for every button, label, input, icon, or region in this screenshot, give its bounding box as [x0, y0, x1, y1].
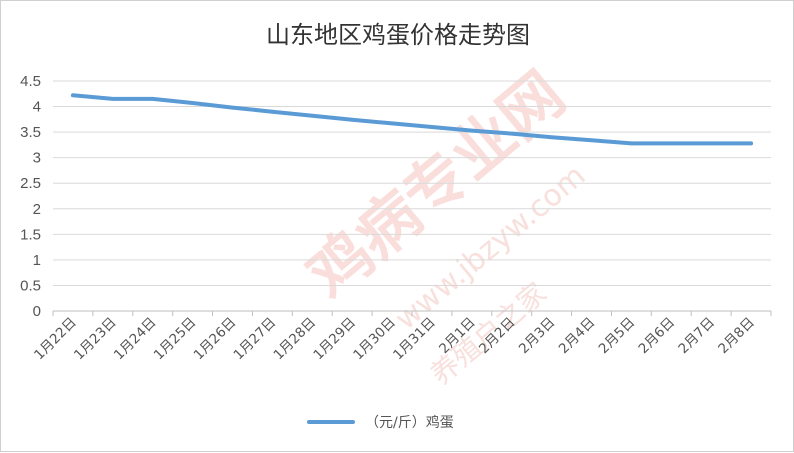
y-tick-label: 0: [33, 303, 41, 320]
y-tick-label: 4.5: [20, 73, 41, 90]
x-tick-label: 1月29日: [310, 315, 359, 364]
legend: （元/斤）鸡蛋: [307, 414, 454, 431]
y-tick-label: 1: [33, 252, 41, 269]
x-tick-label: 2月6日: [636, 315, 679, 358]
x-tick-label: 1月24日: [111, 315, 160, 364]
series-layer: [70, 93, 754, 146]
x-tick-label: 1月25日: [151, 315, 200, 364]
chart-title: 山东地区鸡蛋价格走势图: [266, 21, 530, 49]
x-tick-label: 1月28日: [270, 315, 319, 364]
x-tick-label: 2月7日: [675, 315, 718, 358]
y-tick-label: 3.5: [20, 124, 41, 141]
legend-label: （元/斤）鸡蛋: [365, 414, 454, 431]
x-tick-label: 2月4日: [556, 315, 599, 358]
x-tick-label: 1月30日: [350, 315, 399, 364]
x-tick-label: 1月22日: [31, 315, 80, 364]
y-tick-label: 2.5: [20, 175, 41, 192]
y-tick-label: 3: [33, 150, 41, 167]
x-tick-label: 2月5日: [596, 315, 639, 358]
x-tick-label: 1月23日: [71, 315, 120, 364]
x-tick-label: 1月26日: [191, 315, 240, 364]
y-tick-label: 0.5: [20, 277, 41, 294]
x-tick-label: 1月27日: [231, 315, 280, 364]
y-tick-label: 4: [33, 99, 41, 116]
series-line-0: [70, 93, 754, 146]
y-tick-label: 1.5: [20, 226, 41, 243]
x-tick-label: 2月8日: [715, 315, 758, 358]
gridlines: [53, 80, 771, 312]
y-axis: 0 0.5 1 1.5 2 2.5 3 3.5 4 4.5: [20, 73, 41, 320]
y-tick-label: 2: [33, 201, 41, 218]
